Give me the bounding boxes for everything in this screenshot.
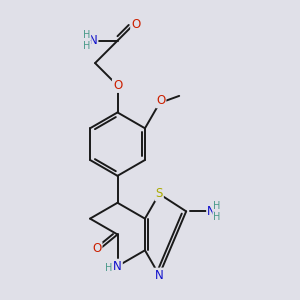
Text: O: O: [92, 242, 101, 255]
Text: H: H: [83, 41, 90, 51]
Text: N: N: [207, 205, 216, 218]
Text: O: O: [113, 79, 122, 92]
Text: H: H: [105, 263, 112, 273]
Text: H: H: [213, 212, 220, 222]
Text: N: N: [89, 34, 98, 47]
Text: N: N: [155, 268, 164, 281]
Text: O: O: [131, 19, 140, 32]
Text: O: O: [156, 94, 165, 107]
Text: H: H: [213, 201, 220, 211]
Text: S: S: [155, 188, 163, 200]
Text: N: N: [113, 260, 122, 273]
Text: H: H: [83, 30, 90, 40]
